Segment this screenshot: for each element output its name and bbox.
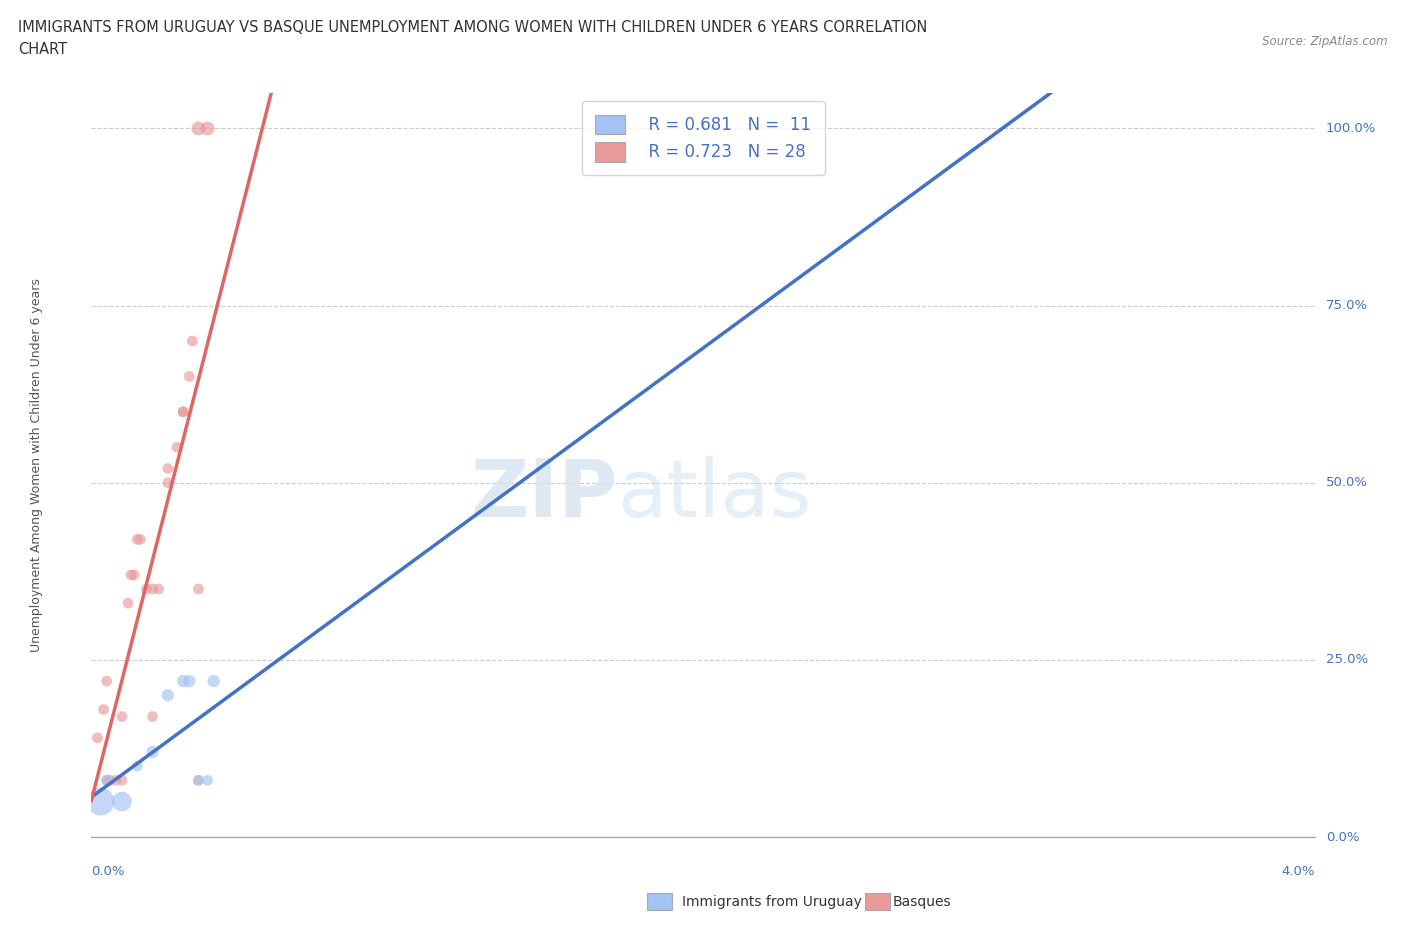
Point [141,745,163,760]
Point [156,688,179,703]
Point [166,440,188,455]
Point [117,596,139,611]
Point [129,532,152,547]
Point [96,773,118,788]
Point [181,334,204,349]
Text: atlas: atlas [617,456,811,534]
Text: 4.0%: 4.0% [1281,865,1315,878]
Point [111,773,134,788]
Point [127,532,149,547]
Point [187,581,209,596]
Point [141,581,163,596]
Point [122,567,145,582]
Point [111,709,134,724]
Text: Immigrants from Uruguay: Immigrants from Uruguay [682,895,862,910]
Point [98,773,121,788]
Text: ZIP: ZIP [470,456,617,534]
Point [179,673,201,688]
Legend:   R = 0.681   N =  11,   R = 0.723   N = 28: R = 0.681 N = 11, R = 0.723 N = 28 [582,101,824,175]
Text: 75.0%: 75.0% [1326,299,1368,312]
Point [104,773,127,788]
Point [197,121,219,136]
Point [96,673,118,688]
Text: 50.0%: 50.0% [1326,476,1368,489]
Point [156,475,179,490]
Text: CHART: CHART [18,42,67,57]
Text: Unemployment Among Women with Children Under 6 years: Unemployment Among Women with Children U… [30,278,42,652]
Point [135,581,157,596]
Point [148,581,170,596]
Point [111,794,134,809]
Point [96,773,118,788]
Point [187,773,209,788]
Point [172,673,194,688]
Text: 0.0%: 0.0% [91,865,125,878]
Point [156,461,179,476]
Point [120,567,142,582]
Text: Basques: Basques [893,895,952,910]
Text: 25.0%: 25.0% [1326,654,1368,667]
Text: 100.0%: 100.0% [1326,122,1376,135]
Point [187,121,209,136]
Point [90,794,112,809]
Point [86,730,108,745]
Point [187,773,209,788]
Text: Source: ZipAtlas.com: Source: ZipAtlas.com [1263,35,1388,48]
Point [202,673,225,688]
Point [197,773,219,788]
Point [93,702,115,717]
Point [172,405,194,419]
Text: IMMIGRANTS FROM URUGUAY VS BASQUE UNEMPLOYMENT AMONG WOMEN WITH CHILDREN UNDER 6: IMMIGRANTS FROM URUGUAY VS BASQUE UNEMPL… [18,20,928,35]
Point [127,759,149,774]
Point [172,405,194,419]
Point [141,709,163,724]
Point [179,369,201,384]
Text: 0.0%: 0.0% [1326,830,1360,844]
